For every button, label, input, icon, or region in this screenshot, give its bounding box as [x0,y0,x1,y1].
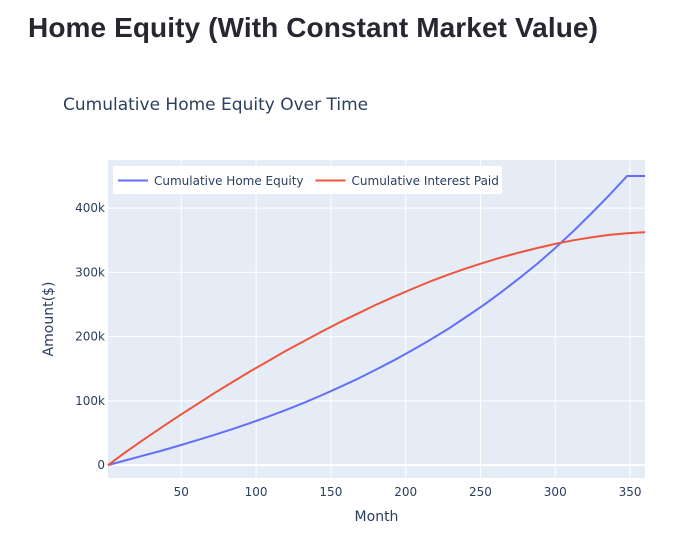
y-axis-ticks: 0 100k 200k 300k 400k [75,201,105,472]
line-chart: Cumulative Home Equity Over Time 50 100 15… [41,95,646,525]
series-lines [107,175,646,467]
x-tick-label: 200 [394,485,417,499]
legend-box [113,166,502,194]
x-tick-label: 350 [619,485,642,499]
chart-container: Cumulative Home Equity Over Time 50 100 15… [0,70,682,542]
chart-title: Cumulative Home Equity Over Time [63,95,368,115]
y-tick-label: 300k [75,265,105,279]
x-tick-label: 150 [319,485,342,499]
legend-label: Cumulative Home Equity [154,174,304,188]
x-tick-label: 50 [174,485,189,499]
y-tick-label: 0 [97,458,105,472]
legend-item[interactable]: Cumulative Interest Paid [315,174,499,188]
grid-lines [108,160,645,478]
x-tick-label: 250 [469,485,492,499]
x-axis-ticks: 50 100 150 200 250 300 350 [174,485,642,499]
y-tick-label: 100k [75,394,105,408]
x-tick-label: 100 [245,485,268,499]
y-axis-label: Amount($) [41,282,57,357]
series-line-1 [107,175,645,467]
x-axis-label: Month [355,509,399,525]
legend-label: Cumulative Interest Paid [352,174,499,188]
legend-item[interactable]: Cumulative Home Equity [118,174,304,188]
page-title: Home Equity (With Constant Market Value) [28,12,599,43]
legend: Cumulative Home Equity Cumulative Interes… [113,166,502,194]
series-line-2 [107,231,646,466]
x-tick-label: 300 [544,485,567,499]
y-tick-label: 200k [75,330,105,344]
y-tick-label: 400k [75,201,105,215]
